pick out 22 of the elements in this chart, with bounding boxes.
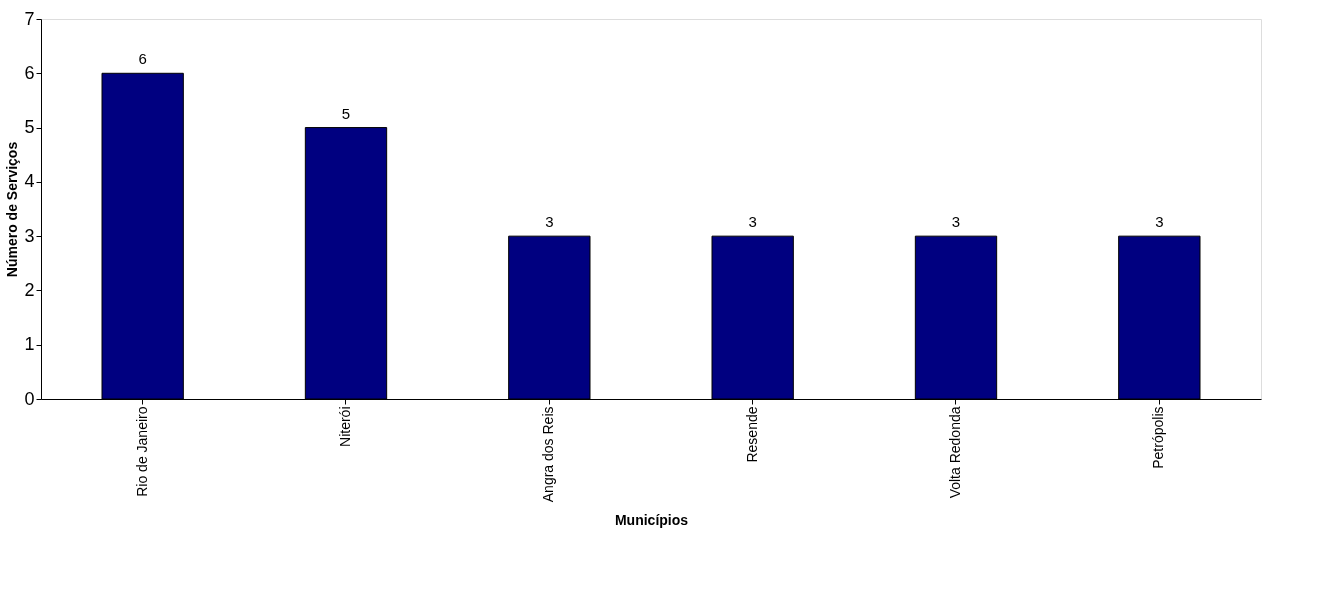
y-tick-label: 6: [24, 62, 35, 83]
data-label: 5: [341, 104, 351, 122]
y-tick-label: 0: [24, 388, 35, 409]
y-axis-title: Número de Serviços: [4, 141, 21, 278]
y-tick-label: 5: [24, 117, 35, 138]
y-tick-label: 4: [24, 171, 35, 192]
x-axis-title: Municípios: [614, 512, 689, 529]
data-label: 3: [545, 213, 554, 231]
y-tick-label: 3: [24, 225, 35, 246]
x-tick-label: Petrópolis: [1150, 406, 1167, 469]
data-label: 6: [138, 50, 147, 68]
x-tick-label: Angra dos Reis: [540, 406, 557, 503]
y-tick-label: 7: [24, 8, 35, 29]
data-label: 3: [748, 213, 757, 231]
y-tick-label: 2: [24, 279, 35, 300]
y-tick-label: 1: [24, 334, 35, 355]
x-tick-label: Niterói: [337, 406, 353, 447]
x-tick-label: Resende: [743, 406, 760, 463]
data-label: 3: [1155, 213, 1164, 231]
data-label: 3: [951, 213, 961, 231]
x-tick-label: Rio de Janeiro: [133, 406, 150, 497]
x-tick-label: Volta Redonda: [947, 406, 963, 499]
